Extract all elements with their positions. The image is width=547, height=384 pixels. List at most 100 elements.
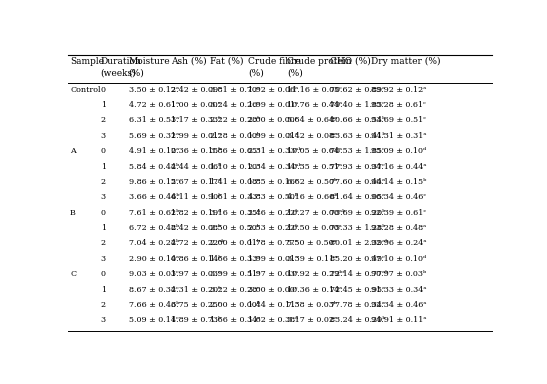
Text: 76.53 ± 1.85ᶜ: 76.53 ± 1.85ᶜ: [329, 147, 384, 155]
Text: 2.42 ± 0.09ᵃ: 2.42 ± 0.09ᵃ: [171, 86, 221, 94]
Text: 3.75 ± 0.25ᶜ: 3.75 ± 0.25ᶜ: [171, 301, 220, 309]
Text: 10.92 ± 0.29ᵇᶜ: 10.92 ± 0.29ᵇᶜ: [287, 270, 345, 278]
Text: 85.20 ± 0.49ᶜ: 85.20 ± 0.49ᶜ: [329, 255, 384, 263]
Text: 2.36 ± 0.15ᵇ: 2.36 ± 0.15ᵇ: [171, 147, 222, 155]
Text: Dry matter (%): Dry matter (%): [371, 57, 440, 66]
Text: 2.00 ± 0.00ᵇ: 2.00 ± 0.00ᵇ: [210, 301, 260, 309]
Text: 10.50 ± 0.00ᵃ: 10.50 ± 0.00ᵃ: [287, 224, 342, 232]
Text: 3: 3: [101, 193, 106, 201]
Text: 6.72 ± 0.48ᵇ: 6.72 ± 0.48ᵇ: [129, 224, 179, 232]
Text: 3.42 ± 0.08ᵃ: 3.42 ± 0.08ᵃ: [287, 132, 337, 140]
Text: 3: 3: [101, 132, 106, 140]
Text: (%): (%): [129, 69, 144, 78]
Text: 1.99 ± 0.01ᵃ: 1.99 ± 0.01ᵃ: [248, 255, 298, 263]
Text: 94.91 ± 0.11ᵃ: 94.91 ± 0.11ᵃ: [371, 316, 427, 324]
Text: 3.99 ± 0.51ᵃ: 3.99 ± 0.51ᵃ: [210, 270, 260, 278]
Text: 3.17 ± 0.02ᵃ: 3.17 ± 0.02ᵃ: [287, 316, 337, 324]
Text: 4.11 ± 0.90ᵇ: 4.11 ± 0.90ᵇ: [171, 193, 222, 201]
Text: 1.99 ± 0.01ᵃ: 1.99 ± 0.01ᵃ: [248, 132, 298, 140]
Text: 0: 0: [101, 270, 106, 278]
Text: 77.60 ± 0.44ᵃ: 77.60 ± 0.44ᵃ: [329, 178, 385, 186]
Text: 2.34 ± 0.34ᵃᵇ: 2.34 ± 0.34ᵃᵇ: [248, 162, 302, 170]
Text: CHO (%): CHO (%): [329, 57, 370, 66]
Text: 2.72 ± 0.22ᵃᵇ: 2.72 ± 0.22ᵃᵇ: [171, 239, 224, 247]
Text: 1: 1: [101, 101, 106, 109]
Text: 1.61 ± 0.33ᵃ: 1.61 ± 0.33ᵃ: [210, 193, 260, 201]
Text: 83.24 ± 0.29ᵇ: 83.24 ± 0.29ᵇ: [329, 316, 385, 324]
Text: 10.36 ± 0.14ᵃ: 10.36 ± 0.14ᵃ: [287, 286, 342, 293]
Text: 9.03 ± 0.03ᶜ: 9.03 ± 0.03ᶜ: [129, 270, 178, 278]
Text: 0: 0: [101, 147, 106, 155]
Text: 2: 2: [101, 178, 106, 186]
Text: Sample: Sample: [70, 57, 104, 66]
Text: 1.00 ± 0.00ᵃ: 1.00 ± 0.00ᵃ: [171, 101, 221, 109]
Text: 4.91 ± 0.10ᵃ: 4.91 ± 0.10ᵃ: [129, 147, 179, 155]
Text: (weeks): (weeks): [101, 69, 136, 78]
Text: 8.67 ± 0.34ᶜ: 8.67 ± 0.34ᶜ: [129, 286, 178, 293]
Text: 10.76 ± 0.44ᵃ: 10.76 ± 0.44ᵃ: [287, 101, 342, 109]
Text: C: C: [70, 270, 76, 278]
Text: 4.86 ± 0.14ᵇ: 4.86 ± 0.14ᵇ: [171, 255, 222, 263]
Text: 2: 2: [101, 301, 106, 309]
Text: Duration: Duration: [101, 57, 142, 66]
Text: 2.22 ± 0.28ᵇ: 2.22 ± 0.28ᵇ: [210, 116, 260, 124]
Text: 2.90 ± 0.10ᵃ: 2.90 ± 0.10ᵃ: [129, 255, 179, 263]
Text: 2.42 ± 0.08ᵇ: 2.42 ± 0.08ᵇ: [171, 224, 221, 232]
Text: 3.81 ± 0.70ᵃ: 3.81 ± 0.70ᵃ: [210, 86, 260, 94]
Text: 9.86 ± 0.15ᶜ: 9.86 ± 0.15ᶜ: [129, 178, 178, 186]
Text: 90.97 ± 0.03ᵇ: 90.97 ± 0.03ᵇ: [371, 270, 426, 278]
Text: 3.86 ± 0.65ᵃ: 3.86 ± 0.65ᵃ: [210, 147, 260, 155]
Text: 1.85 ± 0.16ᵃ: 1.85 ± 0.16ᵃ: [248, 178, 298, 186]
Text: 5.64 ± 0.64ᵃ: 5.64 ± 0.64ᵃ: [287, 116, 337, 124]
Text: 1.99 ± 0.01ᵃ: 1.99 ± 0.01ᵃ: [248, 101, 298, 109]
Text: 1.66 ± 0.34ᵃ: 1.66 ± 0.34ᵃ: [210, 316, 260, 324]
Text: 1: 1: [101, 224, 106, 232]
Text: 1.44 ± 0.11ᵃ: 1.44 ± 0.11ᵃ: [248, 301, 299, 309]
Text: 11.16 ± 0.05ᶜ: 11.16 ± 0.05ᶜ: [287, 86, 342, 94]
Text: 95.09 ± 0.10ᵈ: 95.09 ± 0.10ᵈ: [371, 147, 426, 155]
Text: 1.92 ± 0.06ᵃ: 1.92 ± 0.06ᵃ: [248, 86, 298, 94]
Text: 77.78 ± 0.34ᵃ: 77.78 ± 0.34ᵃ: [329, 301, 385, 309]
Text: 1.41 ± 0.08ᵃ: 1.41 ± 0.08ᵃ: [210, 178, 260, 186]
Text: 80.66 ± 0.54ᵇ: 80.66 ± 0.54ᵇ: [329, 116, 385, 124]
Text: 7.66 ± 0.46ᵇ: 7.66 ± 0.46ᵇ: [129, 301, 179, 309]
Text: 1.66 ± 0.33ᵃ: 1.66 ± 0.33ᵃ: [210, 255, 260, 263]
Text: 5.50 ± 0.50ᵃ: 5.50 ± 0.50ᵃ: [287, 239, 337, 247]
Text: 97.10 ± 0.10ᵈ: 97.10 ± 0.10ᵈ: [371, 255, 426, 263]
Text: 90.14 ± 0.15ᵇ: 90.14 ± 0.15ᵇ: [371, 178, 427, 186]
Text: 2.00 ± 0.00ᵃ: 2.00 ± 0.00ᵃ: [248, 116, 298, 124]
Text: 79.40 ± 1.83ᶜ: 79.40 ± 1.83ᶜ: [329, 101, 385, 109]
Text: 3.17 ± 0.33ᵇ: 3.17 ± 0.33ᵇ: [171, 116, 222, 124]
Text: 7.04 ± 0.24ᵇ: 7.04 ± 0.24ᵇ: [129, 239, 179, 247]
Text: 6.31 ± 0.51ᵃ: 6.31 ± 0.51ᵃ: [129, 116, 179, 124]
Text: 3: 3: [101, 255, 106, 263]
Text: 93.28 ± 0.48ᵃ: 93.28 ± 0.48ᵃ: [371, 224, 426, 232]
Text: 7.61 ± 0.61ᵇ: 7.61 ± 0.61ᵇ: [129, 209, 179, 217]
Text: 5.84 ± 0.44ᵇ: 5.84 ± 0.44ᵇ: [129, 162, 179, 170]
Text: 80.01 ± 2.39ᵃᵇ: 80.01 ± 2.39ᵃᵇ: [329, 239, 388, 247]
Text: 0: 0: [101, 209, 106, 217]
Text: 2.46 ± 0.22ᵇ: 2.46 ± 0.22ᵇ: [248, 209, 299, 217]
Text: 2.53 ± 0.22ᵇ: 2.53 ± 0.22ᵇ: [248, 224, 299, 232]
Text: 94.31 ± 0.31ᵃ: 94.31 ± 0.31ᵃ: [371, 132, 427, 140]
Text: 2: 2: [101, 239, 106, 247]
Text: B: B: [70, 209, 76, 217]
Text: 5.69 ± 0.31ᵃ: 5.69 ± 0.31ᵃ: [129, 132, 179, 140]
Text: 2.00 ± 0.01ᵇ: 2.00 ± 0.01ᵇ: [210, 239, 260, 247]
Text: 2.99 ± 0.01ᵃ: 2.99 ± 0.01ᵃ: [171, 132, 221, 140]
Text: 89.92 ± 0.12ᵃ: 89.92 ± 0.12ᵃ: [371, 86, 427, 94]
Text: Crude fibre: Crude fibre: [248, 57, 301, 66]
Text: 2.67 ± 0.17ᵃ: 2.67 ± 0.17ᵃ: [171, 178, 221, 186]
Text: Ash (%): Ash (%): [171, 57, 207, 66]
Text: 4.72 ± 0.61ᵃ: 4.72 ± 0.61ᵃ: [129, 101, 179, 109]
Text: 2.31 ± 0.33ᵃᵇ: 2.31 ± 0.33ᵃᵇ: [248, 147, 302, 155]
Text: (%): (%): [287, 69, 303, 78]
Text: 6.62 ± 0.50ᵇ: 6.62 ± 0.50ᵇ: [287, 178, 337, 186]
Text: 2.44 ± 0.06ᵇ: 2.44 ± 0.06ᵇ: [171, 162, 222, 170]
Text: 3.66 ± 0.46ᵇ: 3.66 ± 0.46ᵇ: [129, 193, 179, 201]
Text: 94.16 ± 0.44ᵃ: 94.16 ± 0.44ᵃ: [371, 162, 427, 170]
Text: 5.09 ± 0.11ᶜ: 5.09 ± 0.11ᶜ: [129, 316, 178, 324]
Text: Crude protein: Crude protein: [287, 57, 352, 66]
Text: 10.27 ± 0.06ᵃᵇ: 10.27 ± 0.06ᵃᵇ: [287, 209, 346, 217]
Text: 3.24 ± 0.26ᶜ: 3.24 ± 0.26ᶜ: [210, 101, 260, 109]
